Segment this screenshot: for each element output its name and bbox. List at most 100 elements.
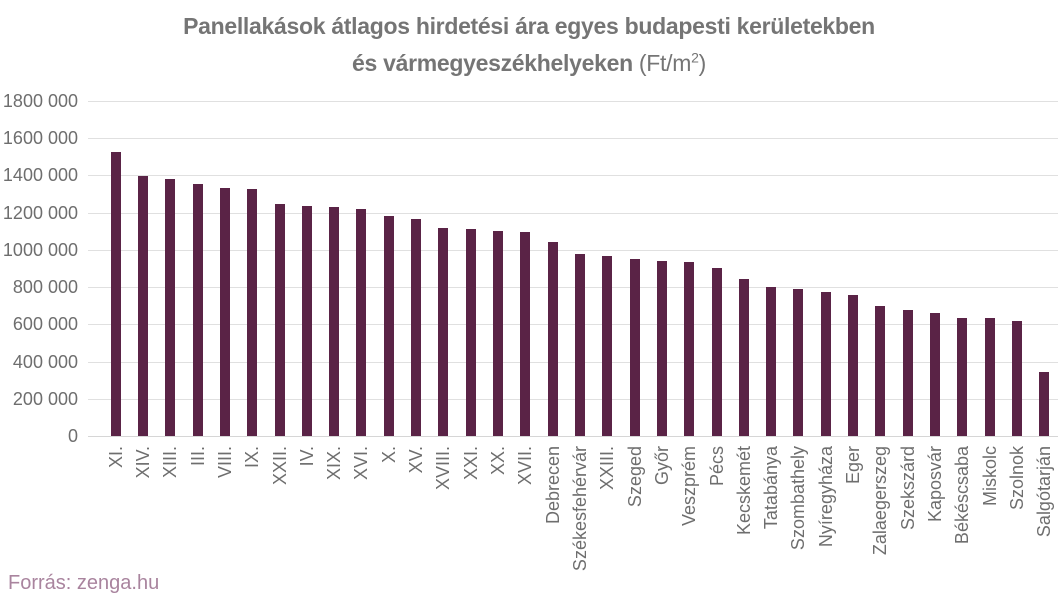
chart-title-line1: Panellakások átlagos hirdetési ára egyes… <box>183 13 875 39</box>
bar <box>930 313 941 436</box>
x-axis-slot: XXI. <box>457 446 484 596</box>
x-axis-slot: Eger <box>839 446 866 596</box>
x-axis-tick-label: XVII. <box>515 446 536 486</box>
bar-slot <box>894 101 921 436</box>
bar-slot <box>730 101 757 436</box>
bar <box>274 204 285 436</box>
gridline <box>88 324 1058 325</box>
x-axis-slot: XV. <box>402 446 429 596</box>
x-axis-slot: XVI. <box>348 446 375 596</box>
x-axis-tick-label: XI. <box>105 446 126 469</box>
x-axis-slot: Kaposvár <box>921 446 948 596</box>
x-axis-slot: XVIII. <box>430 446 457 596</box>
bar-slot <box>621 101 648 436</box>
x-axis-slot: XX. <box>484 446 511 596</box>
x-axis-tick-label: VIII. <box>214 446 235 479</box>
x-axis-tick-label: XXIII. <box>597 446 618 491</box>
x-axis: XI. XIV. XIII. III. VIII. IX. XXII. IV. XIX. XVI.… <box>102 446 1058 596</box>
bar-series <box>102 101 1058 436</box>
y-axis-tick-label: 0 <box>67 426 78 446</box>
y-axis-tick-label: 800 000 <box>12 277 78 297</box>
bar <box>574 254 585 436</box>
gridline <box>88 138 1058 139</box>
bar <box>766 287 777 436</box>
x-axis-tick-label: IV. <box>296 446 317 467</box>
gridline <box>88 213 1058 214</box>
bar <box>902 310 913 436</box>
x-axis-tick-label: Kecskemét <box>733 446 754 536</box>
x-axis-slot: VIII. <box>211 446 238 596</box>
x-axis-tick-label: Debrecen <box>542 446 563 525</box>
bar <box>738 279 749 436</box>
bar-slot <box>430 101 457 436</box>
bar <box>301 206 312 436</box>
bar <box>629 259 640 436</box>
x-axis-slot: Békéscsaba <box>949 446 976 596</box>
bar-slot <box>375 101 402 436</box>
x-axis-slot: Pécs <box>703 446 730 596</box>
x-axis-slot: Zalaegerszeg <box>867 446 894 596</box>
bar <box>684 262 695 436</box>
bar-slot <box>785 101 812 436</box>
y-axis-tick-label: 1200 000 <box>2 203 78 223</box>
unit-superscript: 2 <box>691 49 699 66</box>
x-axis-tick-label: Székesfehérvár <box>569 446 590 572</box>
x-axis-tick-label: Szombathely <box>788 446 809 551</box>
bar-slot <box>566 101 593 436</box>
bar-slot <box>102 101 129 436</box>
x-axis-tick-label: Salgótarján <box>1034 446 1055 538</box>
x-axis-tick-label: XIII. <box>160 446 181 479</box>
x-axis-tick-label: XV. <box>406 446 427 474</box>
y-axis-tick-label: 1800 000 <box>2 91 78 111</box>
x-axis-tick-label: III. <box>187 446 208 467</box>
x-axis-slot: IV. <box>293 446 320 596</box>
bar <box>219 188 230 436</box>
chart-title-line2: és vármegyeszékhelyeken (Ft/m2) <box>352 49 706 76</box>
bar-slot <box>1003 101 1030 436</box>
bar <box>465 229 476 436</box>
bar-slot <box>676 101 703 436</box>
x-axis-tick-label: Miskolc <box>979 446 1000 507</box>
x-axis-tick-label: Győr <box>651 446 672 486</box>
bar <box>165 179 176 436</box>
bar-slot <box>703 101 730 436</box>
x-axis-tick-label: Tatabánya <box>761 446 782 530</box>
gridline <box>88 101 1058 102</box>
bar <box>848 295 859 436</box>
bar-slot <box>157 101 184 436</box>
bar-slot <box>539 101 566 436</box>
gridline <box>88 399 1058 400</box>
x-axis-slot: XXII. <box>266 446 293 596</box>
x-axis-slot: XIX. <box>321 446 348 596</box>
gridline <box>88 436 1058 437</box>
x-axis-tick-label: XVIII. <box>433 446 454 491</box>
bar-slot <box>457 101 484 436</box>
x-axis-tick-label: Eger <box>843 446 864 485</box>
bar <box>957 318 968 436</box>
bar <box>656 261 667 436</box>
y-axis-tick-label: 200 000 <box>12 389 78 409</box>
bar <box>247 189 258 436</box>
chart-title: Panellakások átlagos hirdetési ára egyes… <box>0 8 1058 82</box>
y-axis-tick-label: 1400 000 <box>2 165 78 185</box>
bar-slot <box>293 101 320 436</box>
x-axis-tick-label: XIX. <box>324 446 345 481</box>
bar <box>602 256 613 436</box>
x-axis-slot: Nyíregyháza <box>812 446 839 596</box>
bar-slot <box>512 101 539 436</box>
x-axis-tick-label: X. <box>378 446 399 464</box>
bar-slot <box>1031 101 1058 436</box>
bar-slot <box>921 101 948 436</box>
x-axis-tick-label: IX. <box>242 446 263 469</box>
bar <box>411 219 422 436</box>
x-axis-slot: Debrecen <box>539 446 566 596</box>
bar <box>383 216 394 436</box>
y-axis-tick-label: 1000 000 <box>2 240 78 260</box>
x-axis-tick-label: Szekszárd <box>897 446 918 531</box>
x-axis-tick-label: Zalaegerszeg <box>870 446 891 556</box>
x-axis-tick-label: XXI. <box>460 446 481 481</box>
bar-slot <box>484 101 511 436</box>
x-axis-tick-label: Nyíregyháza <box>815 446 836 548</box>
bar-slot <box>976 101 1003 436</box>
